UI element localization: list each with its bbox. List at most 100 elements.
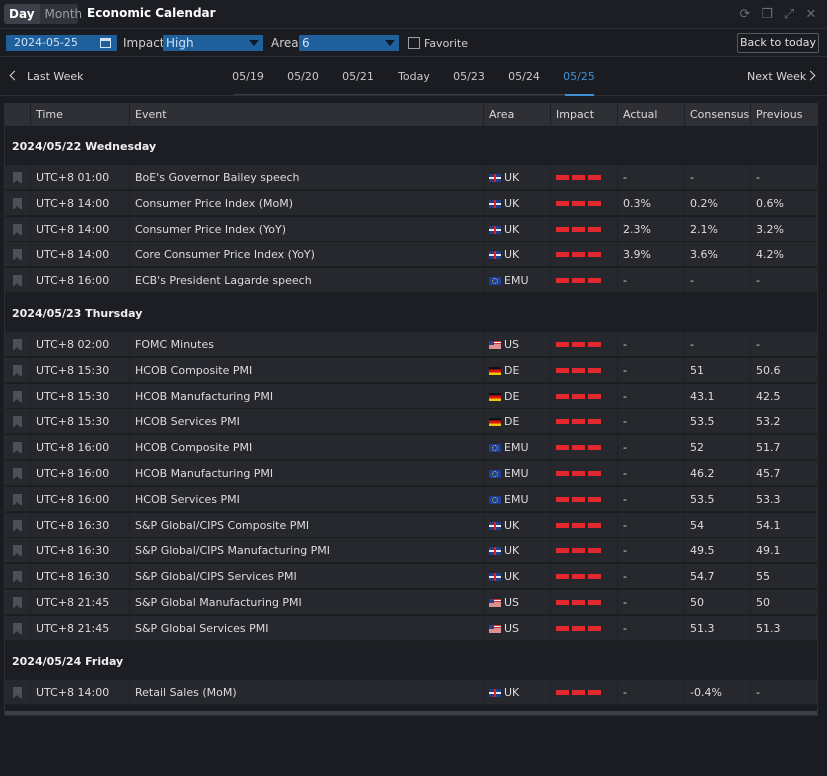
flag-emu-icon bbox=[489, 495, 501, 504]
day-tab-0523[interactable]: 05/23 bbox=[453, 70, 485, 83]
day-tab-0521[interactable]: 05/21 bbox=[342, 70, 374, 83]
bookmark-icon[interactable] bbox=[13, 571, 22, 584]
bookmark-cell[interactable] bbox=[5, 538, 30, 562]
bookmark-icon[interactable] bbox=[13, 416, 22, 429]
impact-bar bbox=[588, 252, 601, 258]
bookmark-cell[interactable] bbox=[5, 409, 30, 433]
bookmark-icon[interactable] bbox=[13, 275, 22, 288]
table-row[interactable]: UTC+8 21:45 S&P Global Services PMI US -51.… bbox=[5, 615, 817, 641]
day-tab-0525[interactable]: 05/25 bbox=[563, 70, 595, 83]
day-tab-0524[interactable]: 05/24 bbox=[508, 70, 540, 83]
refresh-icon[interactable]: ⟳ bbox=[739, 6, 751, 22]
table-row[interactable]: UTC+8 14:00 Retail Sales (MoM) UK - -0.4% - bbox=[5, 679, 817, 705]
column-header-event[interactable]: Event bbox=[129, 104, 483, 126]
impact-bar bbox=[572, 367, 585, 373]
area-code: UK bbox=[504, 171, 520, 184]
bookmark-icon[interactable] bbox=[13, 622, 22, 635]
table-row[interactable]: UTC+8 14:00 Consumer Price Index (MoM) UK 0… bbox=[5, 190, 817, 216]
bookmark-cell[interactable] bbox=[5, 513, 30, 537]
chevron-right-icon[interactable] bbox=[805, 70, 816, 81]
table-row[interactable]: UTC+8 15:30 HCOB Manufacturing PMI DE -43.1… bbox=[5, 383, 817, 409]
area-label: Area bbox=[271, 36, 299, 50]
favorite-checkbox[interactable] bbox=[408, 37, 420, 49]
table-row[interactable]: UTC+8 16:30 S&P Global/CIPS Composite PMI… bbox=[5, 512, 817, 538]
bookmark-icon[interactable] bbox=[13, 249, 22, 262]
table-row[interactable]: UTC+8 02:00 FOMC Minutes US - - - bbox=[5, 332, 817, 357]
table-row[interactable]: UTC+8 15:30 HCOB Composite PMI DE -51 50.6 bbox=[5, 357, 817, 383]
chevron-down-icon bbox=[385, 40, 395, 46]
impact-cell bbox=[550, 268, 617, 293]
bookmark-icon[interactable] bbox=[13, 597, 22, 609]
date-picker[interactable]: 2024-05-25 bbox=[6, 35, 117, 51]
chevron-left-icon[interactable] bbox=[9, 70, 20, 81]
table-row[interactable]: UTC+8 14:00 Consumer Price Index (YoY) UK 2… bbox=[5, 216, 817, 242]
bookmark-cell[interactable] bbox=[5, 590, 30, 614]
bookmark-cell[interactable] bbox=[5, 487, 30, 511]
next-week-link[interactable]: Next Week bbox=[747, 70, 807, 83]
column-header-consensus[interactable]: Consensus bbox=[684, 104, 750, 126]
bookmark-cell[interactable] bbox=[5, 358, 30, 382]
bookmark-icon[interactable] bbox=[13, 493, 22, 506]
bookmark-icon[interactable] bbox=[13, 364, 22, 377]
bookmark-cell[interactable] bbox=[5, 332, 30, 356]
table-row[interactable]: UTC+8 15:30 HCOB Services PMI DE -53.5 53.2 bbox=[5, 409, 817, 435]
event-cell: Consumer Price Index (YoY) bbox=[129, 216, 483, 241]
column-header-actual[interactable]: Actual bbox=[617, 104, 684, 126]
bookmark-cell[interactable] bbox=[5, 268, 30, 292]
bookmark-cell[interactable] bbox=[5, 191, 30, 215]
table-row[interactable]: UTC+8 16:00 HCOB Services PMI EMU -53.5 53.3 bbox=[5, 486, 817, 512]
bookmark-cell[interactable] bbox=[5, 564, 30, 588]
table-row[interactable]: UTC+8 01:00 BoE's Governor Bailey speech U… bbox=[5, 165, 817, 190]
last-week-link[interactable]: Last Week bbox=[27, 70, 84, 83]
table-row[interactable]: UTC+8 14:00 Core Consumer Price Index (Yo… bbox=[5, 242, 817, 268]
table-row[interactable]: UTC+8 16:30 S&P Global/CIPS Manufacturing… bbox=[5, 538, 817, 564]
bookmark-cell[interactable] bbox=[5, 384, 30, 408]
column-header-impact[interactable]: Impact bbox=[550, 104, 617, 126]
event-cell: Core Consumer Price Index (YoY) bbox=[129, 242, 483, 267]
back-to-today-button[interactable]: Back to today bbox=[737, 33, 819, 53]
bookmark-cell[interactable] bbox=[5, 616, 30, 640]
area-select[interactable]: 6 bbox=[299, 35, 399, 51]
table-row[interactable]: UTC+8 21:45 S&P Global Manufacturing PMI U… bbox=[5, 590, 817, 615]
day-tab-today[interactable]: Today bbox=[398, 70, 430, 83]
bookmark-icon[interactable] bbox=[13, 545, 22, 558]
bookmark-icon[interactable] bbox=[13, 172, 22, 184]
expand-icon[interactable]: ⤢ bbox=[783, 6, 795, 22]
bookmark-icon[interactable] bbox=[13, 686, 22, 699]
day-tab-0520[interactable]: 05/20 bbox=[287, 70, 319, 83]
bookmark-cell[interactable] bbox=[5, 217, 30, 241]
bookmark-icon[interactable] bbox=[13, 339, 22, 351]
bookmark-cell[interactable] bbox=[5, 461, 30, 485]
bookmark-icon[interactable] bbox=[13, 223, 22, 236]
area-code: EMU bbox=[504, 467, 529, 480]
bookmark-icon[interactable] bbox=[13, 442, 22, 455]
column-header-area[interactable]: Area bbox=[483, 104, 550, 126]
bookmark-cell[interactable] bbox=[5, 680, 30, 704]
chevron-down-icon bbox=[249, 40, 259, 46]
bookmark-cell[interactable] bbox=[5, 165, 30, 189]
close-icon[interactable]: ✕ bbox=[805, 6, 817, 22]
impact-select[interactable]: High bbox=[163, 35, 263, 51]
impact-cell bbox=[550, 435, 617, 460]
bookmark-icon[interactable] bbox=[13, 390, 22, 403]
event-cell: Consumer Price Index (MoM) bbox=[129, 190, 483, 215]
table-row[interactable]: UTC+8 16:00 ECB's President Lagarde speec… bbox=[5, 268, 817, 294]
bookmark-icon[interactable] bbox=[13, 468, 22, 480]
day-tab[interactable]: Day bbox=[4, 4, 40, 24]
column-header-time[interactable]: Time bbox=[30, 104, 129, 126]
bookmark-icon[interactable] bbox=[13, 197, 22, 210]
month-tab[interactable]: Month bbox=[44, 7, 83, 21]
event-cell: HCOB Manufacturing PMI bbox=[129, 461, 483, 485]
day-tab-0519[interactable]: 05/19 bbox=[232, 70, 264, 83]
table-row[interactable]: UTC+8 16:30 S&P Global/CIPS Services PMI U… bbox=[5, 564, 817, 590]
column-header-previous[interactable]: Previous bbox=[750, 104, 817, 126]
bookmark-cell[interactable] bbox=[5, 435, 30, 459]
bookmark-icon[interactable] bbox=[13, 519, 22, 532]
table-row[interactable]: UTC+8 16:00 HCOB Manufacturing PMI EMU -46.… bbox=[5, 461, 817, 486]
impact-high-bars bbox=[556, 625, 601, 631]
horizontal-scrollbar[interactable] bbox=[5, 711, 817, 715]
restore-icon[interactable]: ❐ bbox=[761, 6, 773, 22]
bookmark-cell[interactable] bbox=[5, 242, 30, 266]
impact-bar bbox=[588, 278, 601, 284]
table-row[interactable]: UTC+8 16:00 HCOB Composite PMI EMU -52 51.7 bbox=[5, 435, 817, 461]
